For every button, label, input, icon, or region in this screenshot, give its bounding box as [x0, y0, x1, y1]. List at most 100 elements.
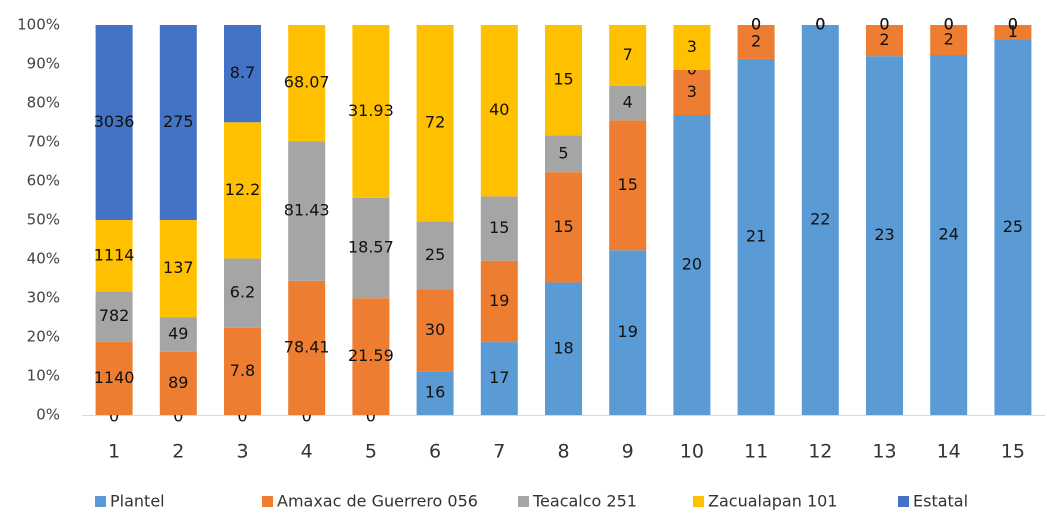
data-label: 24 [939, 225, 959, 244]
data-label: 0 [366, 407, 376, 426]
data-label: 3 [687, 82, 697, 101]
x-tick-label: 11 [744, 441, 768, 463]
data-label: 25 [1003, 217, 1023, 236]
x-tick-label: 2 [172, 441, 184, 463]
data-label: 2 [751, 31, 761, 50]
x-tick-label: 14 [937, 441, 961, 463]
bar-segment [930, 25, 968, 55]
data-label: 49 [168, 324, 188, 343]
bar-segment [352, 197, 390, 299]
bar-segment [288, 280, 326, 415]
data-label: 15 [553, 217, 573, 236]
data-label: 0 [1008, 15, 1018, 34]
legend-label: Plantel [110, 492, 165, 511]
data-label: 15 [553, 70, 573, 89]
legend-swatch [262, 496, 273, 507]
bar-segment [609, 120, 647, 251]
x-tick-label: 13 [872, 441, 896, 463]
data-label: 0 [815, 15, 825, 34]
data-label: 0 [944, 15, 954, 34]
bar-segment [545, 25, 582, 136]
bar-segment [159, 351, 197, 415]
data-label: 16 [425, 383, 445, 402]
bar-segment [930, 55, 968, 415]
data-label: 3036 [94, 112, 135, 131]
y-tick-label: 30% [27, 289, 60, 307]
bar-segment [95, 291, 133, 342]
bar-segment [545, 282, 582, 415]
x-tick-label: 9 [622, 441, 634, 463]
data-label: 21.59 [348, 346, 394, 365]
bar-segment [480, 196, 518, 261]
bar-segment [609, 85, 647, 121]
bar-segment [545, 172, 582, 283]
bar-segment [288, 25, 326, 142]
y-tick-label: 60% [27, 172, 60, 190]
data-label: 23 [874, 225, 894, 244]
x-tick-label: 4 [301, 441, 313, 463]
bar-segment [801, 25, 839, 415]
bar-segment [352, 25, 390, 198]
data-label: 30 [425, 320, 445, 339]
bar-segment [994, 40, 1032, 415]
x-tick-label: 15 [1001, 441, 1025, 463]
data-label: 0 [879, 15, 889, 34]
data-label: 12.2 [225, 180, 261, 199]
data-label: 0 [751, 15, 761, 34]
bar-segment [545, 135, 582, 173]
bar-segment [609, 250, 647, 415]
data-label: 22 [810, 210, 830, 229]
data-label: 81.43 [284, 201, 330, 220]
x-tick-label: 10 [680, 441, 704, 463]
y-tick-label: 90% [27, 55, 60, 73]
data-label: 275 [163, 112, 194, 131]
bar-segment [673, 70, 711, 115]
legend-label: Amaxac de Guerrero 056 [277, 492, 478, 511]
bar-segment [95, 220, 133, 292]
data-label: 89 [168, 373, 188, 392]
x-tick-label: 6 [429, 441, 441, 463]
y-tick-label: 100% [17, 16, 60, 34]
legend-swatch [95, 496, 106, 507]
x-tick-label: 8 [557, 441, 569, 463]
data-label: 8.7 [230, 63, 255, 82]
y-tick-label: 20% [27, 328, 60, 346]
bar-segment [159, 25, 197, 220]
legend-label: Zacualapan 101 [708, 492, 837, 511]
bar-segment [224, 327, 261, 415]
y-tick-label: 70% [27, 133, 60, 151]
legend-swatch [518, 496, 529, 507]
data-label: 15 [489, 218, 509, 237]
data-label: 1 [1008, 22, 1018, 41]
y-tick-label: 40% [27, 250, 60, 268]
bar-segment [352, 298, 390, 415]
data-label: 19 [618, 322, 638, 341]
bar-segment [95, 341, 133, 415]
x-tick-label: 1 [108, 441, 120, 463]
data-label: 0 [879, 15, 889, 34]
x-tick-label: 12 [808, 441, 832, 463]
data-label: 7.8 [230, 361, 255, 380]
data-label: 0 [815, 15, 825, 34]
x-tick-label: 3 [236, 441, 248, 463]
bar-segment [416, 371, 454, 415]
data-label: 31.93 [348, 101, 394, 120]
data-label: 4 [623, 93, 633, 112]
data-label: 7 [623, 45, 633, 64]
data-label: 20 [682, 255, 702, 274]
bar-segment [609, 25, 647, 86]
bar-segment [737, 58, 775, 415]
bar-segment [866, 56, 903, 415]
legend-swatch [693, 496, 704, 507]
data-label: 17 [489, 368, 509, 387]
data-label: 78.41 [284, 337, 330, 356]
data-label: 19 [489, 291, 509, 310]
bar-segment [480, 25, 518, 197]
data-label: 40 [489, 100, 509, 119]
bar-segment [866, 25, 903, 57]
data-label: 15 [618, 175, 638, 194]
data-label: 18.57 [348, 237, 394, 256]
bar-segment [224, 122, 261, 259]
data-label: 0 [944, 15, 954, 34]
